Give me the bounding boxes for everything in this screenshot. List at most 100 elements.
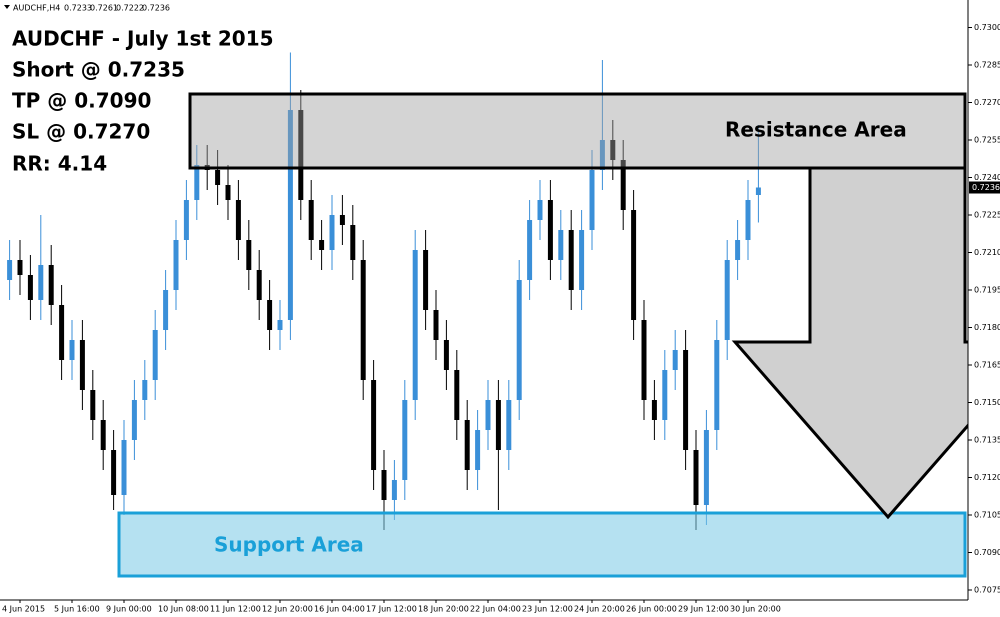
candle-body <box>703 430 709 505</box>
candle-body <box>412 250 418 400</box>
candle-body <box>610 140 616 160</box>
candle-body <box>194 165 200 200</box>
last-price-box <box>969 181 1000 194</box>
y-tick-label: 0.7075 <box>974 586 1000 595</box>
x-tick-label: 12 Jun 20:00 <box>262 605 313 614</box>
candle-body <box>485 400 491 430</box>
y-tick-label: 0.7120 <box>974 473 1000 482</box>
candle-body <box>215 170 221 185</box>
candle-body <box>402 400 408 480</box>
y-tick-label: 0.7150 <box>974 398 1000 407</box>
candle-body <box>298 110 304 200</box>
candle-body <box>308 200 314 240</box>
annotation: SL @ 0.7270 <box>12 120 150 144</box>
annotation: Short @ 0.7235 <box>12 58 185 82</box>
x-tick-label: 5 Jun 16:00 <box>54 605 100 614</box>
candle-body <box>235 200 241 240</box>
candle-body <box>391 480 397 500</box>
candle-body <box>48 265 54 305</box>
candle-body <box>433 310 439 340</box>
candle-body <box>27 275 33 300</box>
candle-body <box>277 320 283 330</box>
support-label: Support Area <box>214 533 364 557</box>
x-tick-label: 30 Jun 20:00 <box>730 605 781 614</box>
candle-body <box>662 370 668 420</box>
candle-body <box>495 400 501 450</box>
candle-body <box>672 350 678 370</box>
resistance-area <box>188 92 967 170</box>
annotation: AUDCHF - July 1st 2015 <box>12 27 274 51</box>
resistance-label: Resistance Area <box>725 118 907 142</box>
x-tick-label: 24 Jun 20:00 <box>574 605 625 614</box>
candle-body <box>319 240 325 250</box>
candle-body <box>454 370 460 420</box>
candle-body <box>152 330 158 380</box>
x-tick-label: 29 Jun 12:00 <box>678 605 729 614</box>
candle-body <box>267 300 273 330</box>
x-tick-label: 23 Jun 12:00 <box>522 605 573 614</box>
candle-body <box>339 215 345 225</box>
candles <box>7 52 761 530</box>
candle-body <box>443 340 449 370</box>
y-tick-label: 0.7105 <box>974 511 1000 520</box>
candle-body <box>7 260 13 280</box>
x-tick-label: 18 Jun 20:00 <box>418 605 469 614</box>
candle-body <box>79 340 85 390</box>
candle-body <box>714 340 720 430</box>
annotation: TP @ 0.7090 <box>12 89 151 113</box>
candle-body <box>183 200 189 240</box>
header-close: 0.7236 <box>142 4 170 13</box>
candle-body <box>693 450 699 505</box>
candle-body <box>163 290 169 330</box>
x-tick-label: 16 Jun 04:00 <box>314 605 365 614</box>
candle-body <box>121 440 127 495</box>
y-tick-label: 0.7255 <box>974 136 1000 145</box>
x-tick-label: 10 Jun 08:00 <box>158 605 209 614</box>
candle-body <box>381 470 387 500</box>
candle-body <box>423 250 429 310</box>
support-area <box>117 511 967 578</box>
candle-body <box>475 430 481 470</box>
y-tick-label: 0.7240 <box>974 173 1000 182</box>
candle-body <box>225 185 231 200</box>
candle-body <box>745 200 751 240</box>
x-tick-label: 22 Jun 04:00 <box>470 605 521 614</box>
header-low: 0.7222 <box>116 4 144 13</box>
candle-body <box>516 280 522 400</box>
x-tick-label: 17 Jun 12:00 <box>366 605 417 614</box>
candle-body <box>547 200 553 260</box>
x-tick-label: 26 Jun 00:00 <box>626 605 677 614</box>
short-arrow <box>731 166 1000 520</box>
x-tick-label: 11 Jun 12:00 <box>210 605 261 614</box>
header-icon <box>4 5 10 9</box>
x-tick-label: 4 Jun 2015 <box>2 605 45 614</box>
y-tick-label: 0.7180 <box>974 323 1000 332</box>
candle-body <box>641 320 647 400</box>
candle-body <box>568 230 574 290</box>
candle-body <box>246 240 252 270</box>
axis-background <box>0 600 1000 617</box>
last-price-label: 0.7236 <box>972 183 1000 192</box>
candle-body <box>527 220 533 280</box>
y-tick-label: 0.7195 <box>974 286 1000 295</box>
candle-body <box>329 215 335 250</box>
candle-body <box>631 210 637 320</box>
candle-body <box>651 400 657 420</box>
candle-body <box>558 230 564 260</box>
candle-body <box>589 170 595 230</box>
y-tick-label: 0.7090 <box>974 548 1000 557</box>
candle-body <box>360 260 366 380</box>
candle-body <box>256 270 262 300</box>
header-open: 0.7233 <box>64 4 92 13</box>
annotation: RR: 4.14 <box>12 152 107 176</box>
y-tick-label: 0.7135 <box>974 436 1000 445</box>
candle-body <box>142 380 148 400</box>
candle-body <box>111 450 117 495</box>
candle-body <box>735 240 741 260</box>
candle-body <box>38 265 44 300</box>
axis-background <box>968 0 1000 617</box>
y-tick-label: 0.7285 <box>974 61 1000 70</box>
candle-body <box>350 225 356 260</box>
y-tick-label: 0.7210 <box>974 248 1000 257</box>
y-tick-label: 0.7270 <box>974 98 1000 107</box>
